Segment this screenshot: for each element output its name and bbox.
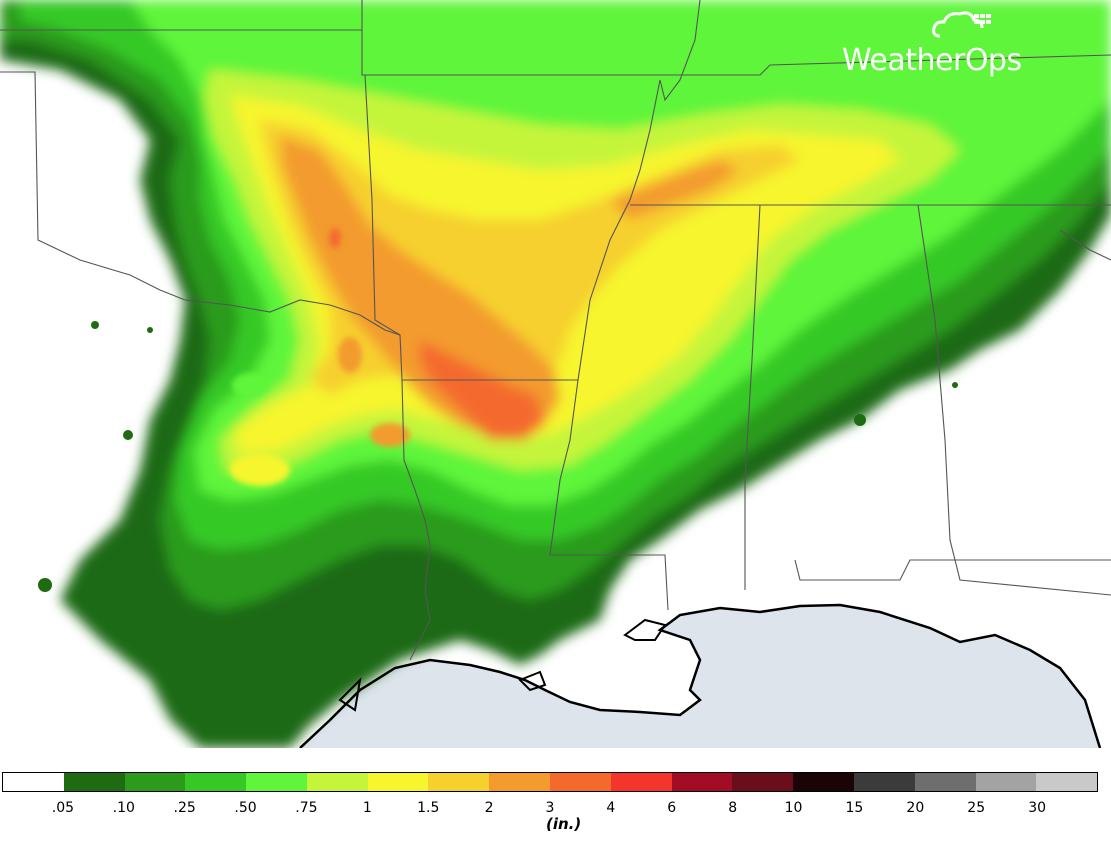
coastline-islands (338, 618, 667, 712)
legend-tick-label: 6 (667, 800, 677, 816)
legend-swatch (428, 773, 490, 791)
precip-spot (329, 228, 341, 248)
precip-speckle (38, 578, 52, 592)
legend-swatch (610, 773, 672, 791)
state-border (1059, 229, 1111, 261)
precip-band-orange (280, 135, 560, 440)
legend-tick-label: 2 (484, 800, 494, 816)
precip-legend: .05 .10 .25 .50 .75 1 1.5 2 3 4 6 8 10 15 20 25 30 (in.) (0, 748, 1111, 857)
state-border (549, 79, 669, 611)
legend-tick-label: .10 (112, 800, 135, 816)
legend-swatch (306, 773, 368, 791)
legend-tick-label: 15 (845, 800, 864, 816)
legend-tick-label: 20 (906, 800, 925, 816)
brand-name: WeatherOps (842, 43, 1022, 78)
state-border (401, 379, 431, 661)
legend-tick-label: 1.5 (417, 800, 440, 816)
legend-tick-label: 4 (606, 800, 616, 816)
legend-swatch (732, 773, 794, 791)
precip-spot (230, 454, 290, 486)
legend-tick-label: .75 (295, 800, 318, 816)
legend-swatch (246, 773, 307, 791)
legend-tick-label: .25 (173, 800, 196, 816)
legend-swatch (853, 773, 915, 791)
state-border (361, 30, 1111, 76)
legend-swatch (367, 773, 429, 791)
state-border (917, 204, 1111, 596)
legend-swatch (793, 773, 854, 791)
cloud-satellite-icon (932, 11, 991, 38)
legend-color-bar (2, 772, 1098, 792)
legend-swatch (671, 773, 733, 791)
legend-tick-label: 3 (545, 800, 555, 816)
precip-speckle (854, 414, 866, 426)
state-border (744, 204, 761, 590)
gulf-water (300, 605, 1100, 748)
legend-swatch (975, 773, 1037, 791)
legend-swatch (489, 773, 551, 791)
legend-swatch (1036, 773, 1098, 791)
legend-tick-label: .50 (234, 800, 257, 816)
precip-spot (338, 337, 362, 373)
state-border (364, 74, 578, 381)
legend-tick-label: 30 (1028, 800, 1047, 816)
legend-tick-label: 1 (362, 800, 372, 816)
precip-spot (370, 423, 410, 447)
state-border (0, 71, 401, 336)
coastline (299, 603, 1102, 748)
state-border (794, 559, 1111, 581)
legend-tick-label: 10 (784, 800, 803, 816)
precipitation-map (0, 0, 1111, 748)
legend-swatch (124, 773, 186, 791)
legend-swatch (63, 773, 125, 791)
legend-units-label: (in.) (546, 815, 582, 833)
precip-speckle (952, 382, 958, 388)
legend-swatch (550, 773, 611, 791)
legend-tick-label: 25 (967, 800, 986, 816)
legend-swatch (3, 773, 64, 791)
legend-tick-label: .05 (51, 800, 75, 816)
state-border (659, 0, 701, 102)
precip-spot (232, 373, 268, 397)
precip-band-red-orange (420, 340, 545, 440)
precip-speckle (147, 327, 153, 333)
brand-logo-block: WeatherOps (842, 6, 1104, 80)
legend-tick-label: 8 (728, 800, 738, 816)
precip-speckle (91, 321, 99, 329)
legend-swatch (914, 773, 976, 791)
precip-speckle (123, 430, 133, 440)
legend-swatch (185, 773, 247, 791)
